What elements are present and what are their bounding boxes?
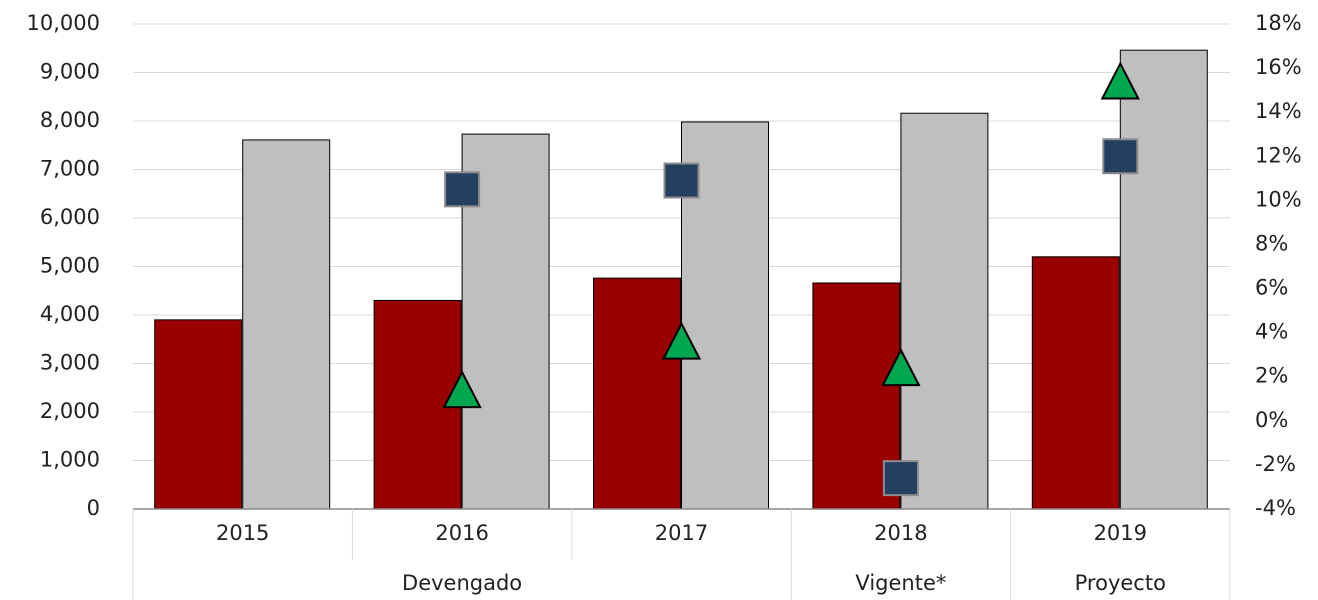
y2-tick-label: 16% bbox=[1255, 55, 1302, 79]
bar bbox=[154, 319, 243, 510]
group-label: Devengado bbox=[402, 571, 522, 595]
y-tick-label: 7,000 bbox=[40, 157, 100, 181]
y2-tick-label: 2% bbox=[1255, 364, 1288, 388]
y2-tick-label: 12% bbox=[1255, 143, 1302, 167]
y2-tick-label: -4% bbox=[1255, 496, 1296, 520]
bar bbox=[1031, 256, 1120, 510]
x-tick-label: 2018 bbox=[874, 521, 927, 545]
bar bbox=[1119, 49, 1208, 510]
square-marker bbox=[444, 171, 481, 208]
triangle-marker bbox=[661, 321, 702, 360]
bar bbox=[900, 112, 989, 510]
y-tick-label: 0 bbox=[87, 496, 100, 520]
y2-tick-label: 14% bbox=[1255, 99, 1302, 123]
bar bbox=[593, 277, 681, 510]
y2-tick-label: 10% bbox=[1255, 187, 1302, 211]
y2-tick-label: 0% bbox=[1255, 408, 1288, 432]
y-tick-label: 3,000 bbox=[40, 351, 100, 375]
y-tick-label: 4,000 bbox=[40, 302, 100, 326]
group-label: Vigente* bbox=[855, 571, 946, 595]
y-tick-label: 2,000 bbox=[40, 399, 100, 423]
y-tick-label: 1,000 bbox=[40, 448, 100, 472]
triangle-marker bbox=[442, 369, 482, 409]
x-tick-label: 2017 bbox=[655, 521, 708, 545]
y-tick-label: 8,000 bbox=[40, 108, 100, 132]
y2-tick-label: 4% bbox=[1255, 320, 1288, 344]
y-tick-label: 10,000 bbox=[27, 11, 100, 35]
y2-tick-label: 6% bbox=[1255, 276, 1288, 300]
y2-tick-label: 8% bbox=[1255, 231, 1288, 255]
x-tick-label: 2015 bbox=[216, 521, 269, 545]
triangle-marker bbox=[881, 347, 921, 387]
y-tick-label: 5,000 bbox=[40, 254, 100, 278]
triangle-marker bbox=[1100, 61, 1140, 100]
y2-tick-label: -2% bbox=[1255, 452, 1296, 476]
bar bbox=[812, 282, 901, 510]
x-tick-label: 2019 bbox=[1094, 521, 1147, 545]
bar bbox=[242, 139, 331, 510]
group-label: Proyecto bbox=[1075, 571, 1166, 595]
y-tick-label: 6,000 bbox=[40, 205, 100, 229]
y2-tick-label: 18% bbox=[1255, 11, 1302, 35]
square-marker bbox=[882, 460, 919, 497]
y-tick-label: 9,000 bbox=[40, 60, 100, 84]
x-tick-label: 2016 bbox=[435, 521, 488, 545]
square-marker bbox=[1102, 138, 1139, 175]
square-marker bbox=[663, 162, 700, 199]
